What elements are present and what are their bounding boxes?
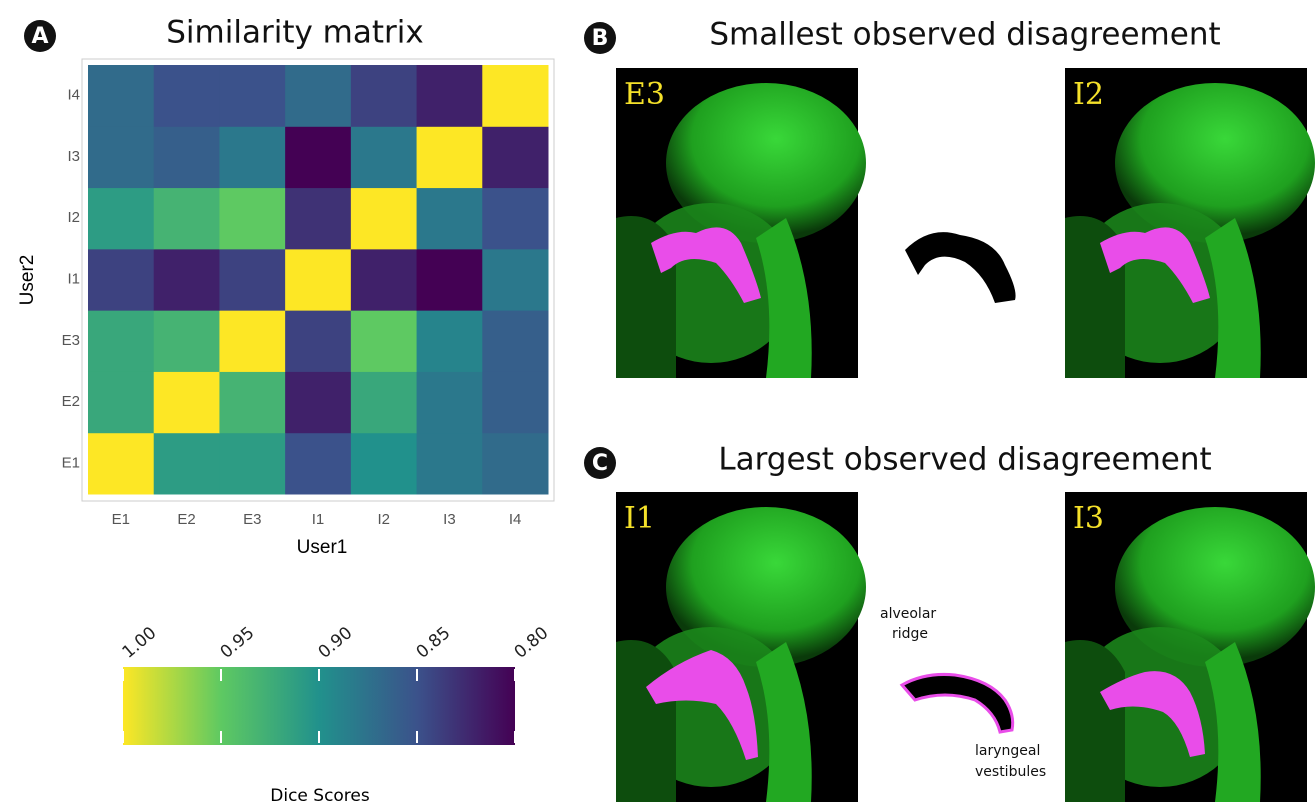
- heatmap-cell: [154, 249, 220, 311]
- heatmap-cell: [417, 433, 483, 495]
- heatmap-cell: [351, 310, 417, 372]
- heatmap-cell: [482, 249, 548, 311]
- heatmap-cell: [154, 188, 220, 250]
- heatmap-cell: [482, 371, 548, 433]
- panel-title: Smallest observed disagreement: [709, 17, 1220, 53]
- heatmap-cell: [219, 65, 285, 127]
- panel-title: Largest observed disagreement: [718, 442, 1211, 478]
- colorbar-tick-label: 0.90: [315, 623, 357, 663]
- heatmap-cell: [219, 249, 285, 311]
- heatmap-cell: [482, 433, 548, 495]
- heatmap-cell: [417, 249, 483, 311]
- heatmap-cell: [154, 371, 220, 433]
- heatmap-cell: [482, 126, 548, 188]
- heatmap-cell: [219, 310, 285, 372]
- heatmap-cell: [154, 65, 220, 127]
- colorbar-tick-label: 0.95: [217, 623, 259, 663]
- x-tick-label: E3: [243, 511, 261, 528]
- heatmap-cell: [482, 310, 548, 372]
- colorbar-tick-label: 0.85: [413, 623, 455, 663]
- heatmap-cell: [351, 188, 417, 250]
- y-tick-label: E1: [62, 454, 80, 471]
- image-label: I1: [624, 501, 655, 536]
- heatmap-cell: [219, 126, 285, 188]
- heatmap-cell: [351, 371, 417, 433]
- heatmap-cell: [88, 188, 154, 250]
- x-tick-label: I1: [312, 511, 325, 528]
- heatmap-cell: [88, 249, 154, 311]
- colorbar-tick-label: 0.80: [511, 623, 553, 663]
- heatmap-cell: [285, 249, 351, 311]
- difference-map: [905, 232, 1016, 303]
- heatmap-cell: [88, 310, 154, 372]
- mri-image: I1: [616, 492, 866, 802]
- heatmap-cell: [285, 310, 351, 372]
- y-tick-label: I2: [67, 209, 80, 226]
- panel-letter: C: [592, 451, 608, 476]
- x-tick-label: I4: [509, 511, 522, 528]
- heatmap-cell: [417, 126, 483, 188]
- heatmap-cell: [417, 371, 483, 433]
- heatmap-cell: [88, 126, 154, 188]
- mri-image: E3: [616, 68, 866, 378]
- heatmap-cell: [351, 249, 417, 311]
- heatmap-cell: [351, 65, 417, 127]
- annotation: ridge: [892, 626, 928, 642]
- x-tick-label: E1: [112, 511, 130, 528]
- y-tick-label: E3: [62, 332, 80, 349]
- y-axis-label: User2: [17, 255, 38, 306]
- x-tick-label: E2: [177, 511, 195, 528]
- colorbar-label: Dice Scores: [270, 786, 370, 806]
- heatmap-cell: [154, 126, 220, 188]
- image-label: I2: [1073, 77, 1104, 112]
- y-tick-label: I3: [67, 148, 80, 165]
- heatmap-cell: [88, 65, 154, 127]
- heatmap-cell: [417, 65, 483, 127]
- heatmap-cell: [154, 433, 220, 495]
- x-tick-label: I3: [443, 511, 456, 528]
- heatmap-cell: [351, 433, 417, 495]
- heatmap-cell: [482, 188, 548, 250]
- heatmap-cell: [285, 433, 351, 495]
- chart-title: Similarity matrix: [166, 15, 423, 51]
- heatmap-cell: [88, 371, 154, 433]
- heatmap-cell: [285, 126, 351, 188]
- heatmap-cell: [154, 310, 220, 372]
- heatmap-cell: [417, 310, 483, 372]
- y-tick-label: E2: [62, 393, 80, 410]
- mri-image: I2: [1065, 68, 1315, 378]
- mri-image: I3: [1065, 492, 1315, 802]
- heatmap-cell: [285, 371, 351, 433]
- difference-map: [902, 674, 1013, 732]
- heatmap-cell: [351, 126, 417, 188]
- colorbar-tick-label: 1.00: [119, 623, 161, 663]
- x-axis-label: User1: [297, 537, 348, 558]
- annotation: vestibules: [975, 764, 1046, 780]
- heatmap-cell: [285, 188, 351, 250]
- heatmap-cell: [219, 371, 285, 433]
- x-tick-label: I2: [377, 511, 390, 528]
- heatmap-cell: [219, 433, 285, 495]
- heatmap-cell: [417, 188, 483, 250]
- annotation: alveolar: [880, 606, 936, 622]
- y-tick-label: I1: [67, 270, 80, 287]
- heatmap-cell: [88, 433, 154, 495]
- y-tick-label: I4: [67, 87, 80, 104]
- figure: A Similarity matrix E1 E2 E3 I1 I2 I3 I4 E1 E2 E3…: [0, 0, 1315, 808]
- image-label: E3: [624, 77, 665, 112]
- heatmap-cell: [219, 188, 285, 250]
- heatmap-cell: [285, 65, 351, 127]
- heatmap-cell: [482, 65, 548, 127]
- annotation: laryngeal: [975, 743, 1040, 759]
- panel-letter: B: [592, 26, 609, 51]
- image-label: I3: [1073, 501, 1104, 536]
- panel-letter: A: [31, 24, 48, 49]
